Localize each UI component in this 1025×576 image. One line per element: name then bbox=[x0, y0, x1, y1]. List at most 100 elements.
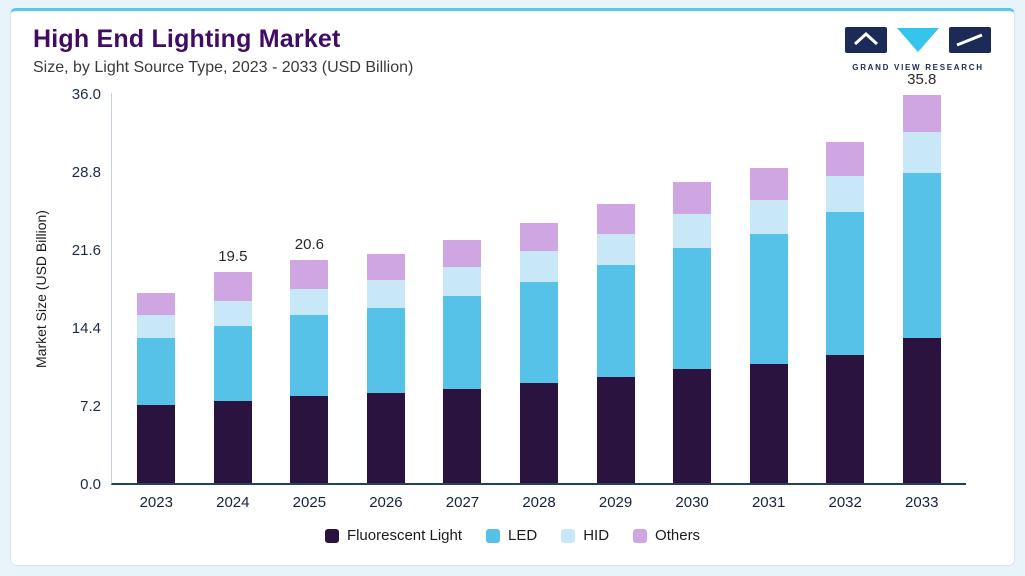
bar-segment-hid bbox=[826, 176, 865, 213]
bar-2027 bbox=[424, 240, 501, 483]
bar-2023 bbox=[118, 293, 195, 483]
legend-label: Fluorescent Light bbox=[346, 527, 463, 544]
bar-value-label: 19.5 bbox=[218, 247, 248, 265]
stacked-bar bbox=[902, 95, 941, 483]
x-axis-label: 2024 bbox=[216, 494, 250, 511]
bar-segment-hid bbox=[213, 301, 252, 326]
legend-swatch bbox=[633, 528, 648, 543]
bar-2033: 35.8 bbox=[883, 71, 960, 483]
x-axis-label: 2025 bbox=[292, 494, 327, 511]
bar-2025: 20.6 bbox=[271, 236, 348, 483]
bar-segment-led bbox=[290, 315, 329, 397]
chart-card: High End Lighting Market Size, by Light … bbox=[10, 8, 1015, 566]
bar-2030 bbox=[654, 181, 731, 483]
x-axis-label: 2026 bbox=[369, 494, 403, 511]
stacked-bar bbox=[443, 240, 482, 483]
bar-segment-hid bbox=[366, 280, 405, 308]
bar-segment-led bbox=[826, 212, 865, 356]
legend-label: HID bbox=[583, 527, 610, 544]
bar-value-label: 20.6 bbox=[294, 235, 324, 253]
stacked-bar bbox=[673, 181, 712, 483]
bar-segment-led bbox=[749, 233, 788, 364]
chart-legend: Fluorescent Light LED HID Others bbox=[33, 527, 992, 544]
bar-segment-others bbox=[902, 95, 941, 133]
bar-segment-others bbox=[520, 223, 558, 252]
bar-segment-hid bbox=[137, 315, 176, 338]
legend-swatch bbox=[561, 528, 576, 543]
bar-segment-others bbox=[290, 259, 329, 290]
bar-segment-hid bbox=[520, 251, 558, 282]
bar-segment-fluorescent-light bbox=[749, 363, 788, 483]
legend-item: LED bbox=[486, 527, 537, 544]
stacked-bar bbox=[749, 167, 788, 483]
bar-segment-others bbox=[366, 254, 405, 281]
bar-2024: 19.5 bbox=[195, 248, 272, 483]
y-axis-tick-label: 21.6 bbox=[71, 242, 101, 259]
bar-segment-led bbox=[213, 325, 252, 401]
x-axis-label: 2029 bbox=[598, 494, 633, 511]
stacked-bar bbox=[290, 259, 329, 483]
x-axis-label: 2032 bbox=[828, 494, 862, 511]
bar-segment-others bbox=[673, 181, 712, 215]
legend-swatch bbox=[486, 528, 501, 543]
bar-segment-hid bbox=[673, 214, 712, 248]
legend-label: Others bbox=[655, 527, 701, 544]
bar-segment-fluorescent-light bbox=[213, 400, 252, 483]
gvr-logo: GRAND VIEW RESEARCH bbox=[844, 27, 992, 72]
bar-segment-fluorescent-light bbox=[443, 388, 482, 483]
stacked-bar bbox=[826, 141, 865, 483]
bar-segment-fluorescent-light bbox=[596, 376, 635, 483]
bar-segment-fluorescent-light bbox=[826, 355, 865, 483]
bar-2032 bbox=[807, 141, 884, 483]
y-axis-title: Market Size (USD Billion) bbox=[33, 210, 49, 368]
bar-segment-led bbox=[366, 307, 405, 394]
bar-segment-fluorescent-light bbox=[137, 405, 176, 483]
chart-area: Market Size (USD Billion) 0.0 7.2 14.4 21.6… bbox=[33, 71, 992, 493]
bar-2031 bbox=[730, 167, 807, 483]
bar-segment-fluorescent-light bbox=[673, 369, 712, 483]
bar-segment-led bbox=[520, 281, 558, 384]
stacked-bar bbox=[213, 271, 252, 483]
y-axis-tick-label: 0.0 bbox=[80, 476, 101, 493]
x-axis-label: 2031 bbox=[751, 494, 786, 511]
bar-segment-fluorescent-light bbox=[520, 383, 558, 483]
bar-segment-others bbox=[596, 203, 635, 234]
bar-segment-others bbox=[443, 240, 482, 268]
bar-segment-hid bbox=[290, 289, 329, 316]
y-axis-tick-label: 14.4 bbox=[71, 320, 101, 337]
bar-2028 bbox=[501, 223, 578, 483]
stacked-bar bbox=[520, 223, 558, 483]
legend-item: HID bbox=[561, 527, 609, 544]
y-axis-ticks: 0.0 7.2 14.4 21.6 28.8 36.0 bbox=[59, 86, 111, 493]
bar-segment-led bbox=[596, 265, 635, 377]
title-block: High End Lighting Market Size, by Light … bbox=[33, 25, 413, 77]
bar-segment-hid bbox=[749, 200, 788, 234]
bar-segment-others bbox=[213, 271, 252, 302]
x-axis-labels: 2023 2024 2025 2026 2027 2028 2029 2030 2031 2032… bbox=[112, 494, 966, 511]
bar-segment-hid bbox=[443, 267, 482, 296]
bar-segment-fluorescent-light bbox=[366, 393, 405, 483]
bar-segment-hid bbox=[596, 233, 635, 266]
bar-2026 bbox=[348, 254, 425, 483]
bar-segment-hid bbox=[902, 132, 941, 174]
chart-header: High End Lighting Market Size, by Light … bbox=[33, 25, 992, 77]
y-axis-tick-label: 7.2 bbox=[80, 398, 101, 415]
stacked-bar bbox=[137, 293, 176, 483]
legend-swatch bbox=[324, 528, 339, 543]
stacked-bar bbox=[596, 203, 635, 483]
bar-segment-fluorescent-light bbox=[902, 337, 941, 483]
gvr-logo-text: GRAND VIEW RESEARCH bbox=[852, 63, 984, 72]
y-axis-tick-label: 28.8 bbox=[71, 164, 101, 181]
bar-segment-others bbox=[826, 141, 865, 177]
bar-segment-led bbox=[137, 337, 176, 405]
bar-2029 bbox=[577, 203, 654, 483]
bar-segment-led bbox=[443, 295, 482, 389]
bar-segment-led bbox=[902, 173, 941, 338]
legend-label: LED bbox=[508, 527, 538, 544]
x-axis-label: 2033 bbox=[905, 494, 939, 511]
x-axis-label: 2023 bbox=[139, 494, 173, 511]
page-title: High End Lighting Market bbox=[33, 25, 341, 53]
gvr-logo-icon bbox=[844, 27, 992, 59]
x-axis-label: 2030 bbox=[675, 494, 709, 511]
y-axis-tick-label: 36.0 bbox=[71, 86, 101, 103]
